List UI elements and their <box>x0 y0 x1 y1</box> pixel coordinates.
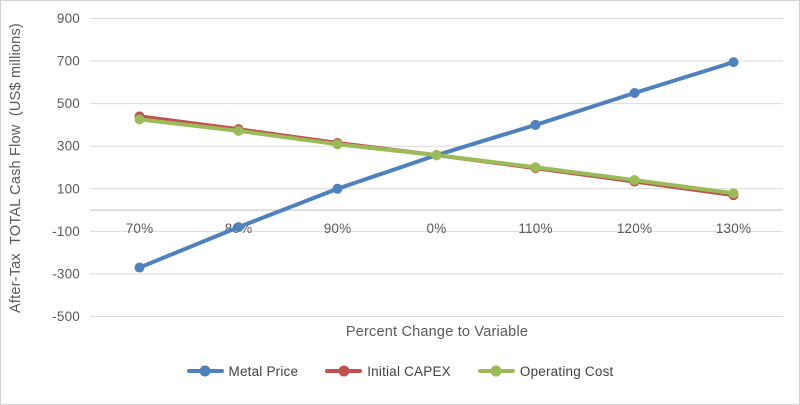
x-category-label: 130% <box>716 221 751 236</box>
y-tick-label: 100 <box>57 181 80 196</box>
series-marker-operating-cost <box>530 162 541 173</box>
x-category-label: 70% <box>126 221 154 236</box>
legend-label: Operating Cost <box>519 363 614 379</box>
x-category-label: 110% <box>518 221 552 236</box>
legend-label: Initial CAPEX <box>367 363 451 379</box>
y-tick-label: 500 <box>57 96 80 111</box>
y-tick-label: -500 <box>52 309 80 324</box>
x-category-label: 90% <box>324 221 352 236</box>
series-marker-metal-price <box>332 183 343 194</box>
legend-line-marker-icon <box>477 365 515 377</box>
series-marker-metal-price <box>233 222 244 233</box>
y-tick-label: 300 <box>57 139 80 154</box>
x-axis-title: Percent Change to Variable <box>345 324 529 340</box>
legend-label: Metal Price <box>228 363 299 379</box>
y-tick-label: 700 <box>57 54 80 69</box>
y-axis-title: After-Tax TOTAL Cash Flow (US$ millions) <box>8 23 24 313</box>
legend-line-marker-icon <box>186 365 224 377</box>
series-marker-metal-price <box>629 88 640 98</box>
series-marker-operating-cost <box>431 150 442 161</box>
series-marker-operating-cost <box>728 188 739 199</box>
legend-item-operating-cost: Operating Cost <box>477 363 614 379</box>
series-marker-metal-price <box>134 262 145 273</box>
legend: Metal Price Initial CAPEX Operating Cost <box>1 360 799 382</box>
series-marker-operating-cost <box>134 114 145 125</box>
y-tick-label: 900 <box>57 11 80 26</box>
legend-line-marker-icon <box>325 365 363 377</box>
x-category-label: 0% <box>427 221 447 236</box>
series-marker-operating-cost <box>629 175 640 186</box>
series-line-metal-price <box>137 60 736 270</box>
x-category-label: 120% <box>617 221 652 236</box>
series-marker-operating-cost <box>233 125 244 136</box>
series-marker-metal-price <box>530 119 541 130</box>
y-tick-label: -100 <box>52 224 80 239</box>
series-marker-operating-cost <box>332 139 343 150</box>
series-marker-metal-price <box>728 57 739 68</box>
legend-item-metal-price: Metal Price <box>186 363 299 379</box>
y-tick-label: -300 <box>52 266 80 281</box>
legend-item-initial-capex: Initial CAPEX <box>325 364 451 379</box>
